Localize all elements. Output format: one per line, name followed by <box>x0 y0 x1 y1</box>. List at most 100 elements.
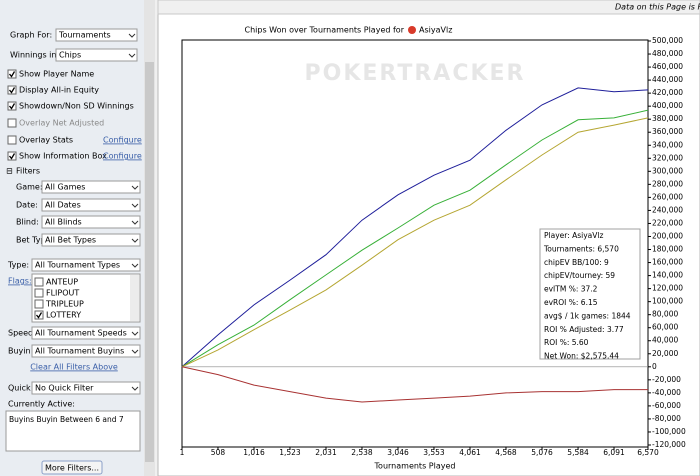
x-tick-label: 4,061 <box>459 448 481 457</box>
y-tick-label: 280,000 <box>652 179 683 188</box>
check-mark <box>8 103 16 110</box>
checkbox-label: LOTTERY <box>46 311 81 320</box>
checkbox-label: Show Information Box <box>19 152 107 161</box>
filter-label: Type: <box>7 261 29 270</box>
x-tick-label: 1,523 <box>279 448 301 457</box>
filter-label: Blind: <box>16 218 39 227</box>
checkbox[interactable] <box>7 151 17 161</box>
x-tick-label: 5,076 <box>531 448 553 457</box>
y-tick-label: -120,000 <box>652 440 686 449</box>
dropdown[interactable] <box>55 28 138 42</box>
dropdown[interactable] <box>31 326 141 340</box>
configure-link[interactable]: Configure <box>103 152 142 161</box>
dropdown[interactable] <box>31 344 141 358</box>
active-text: Buyins Buyin Between 6 and 7 <box>9 415 124 424</box>
dropdown[interactable] <box>31 381 141 395</box>
dropdown-value: All Tournament Buyins <box>35 347 124 356</box>
y-tick-label: 120,000 <box>652 284 683 293</box>
y-tick-label: -80,000 <box>652 414 681 423</box>
y-tick-label: 100,000 <box>652 297 683 306</box>
y-tick-label: 320,000 <box>652 153 683 162</box>
check-mark <box>35 312 43 319</box>
button[interactable] <box>41 460 103 475</box>
collapse-icon: ⊟ <box>6 167 13 176</box>
info-box <box>539 228 641 360</box>
dropdown-arrow <box>131 263 139 268</box>
dropdown-arrow <box>128 33 136 38</box>
player-icon <box>408 26 416 34</box>
checkbox[interactable] <box>7 135 17 145</box>
dropdown[interactable] <box>41 233 141 247</box>
info-line: chipEV BB/100: 9 <box>544 258 609 267</box>
y-tick-label: 180,000 <box>652 245 683 254</box>
dropdown-arrow <box>131 349 139 354</box>
info-line: evITM %: 37.2 <box>544 285 598 294</box>
y-tick-label: 480,000 <box>652 49 683 58</box>
label: Quick: <box>8 384 33 393</box>
y-tick-label: 420,000 <box>652 88 683 97</box>
checkbox[interactable] <box>34 310 44 320</box>
checkbox[interactable] <box>34 299 44 309</box>
series-line <box>181 87 649 368</box>
checkbox[interactable] <box>7 85 17 95</box>
scroll-thumb[interactable] <box>145 62 154 462</box>
x-tick-label: 2,538 <box>351 448 373 457</box>
watermark: POKERTRACKER <box>305 61 526 86</box>
y-tick-label: 440,000 <box>652 75 683 84</box>
y-tick-label: 300,000 <box>652 166 683 175</box>
info-line: ROI % Adjusted: 3.77 <box>544 325 624 334</box>
checkbox[interactable] <box>7 69 17 79</box>
flags-label: Flags: <box>8 277 32 286</box>
y-tick-label: 40,000 <box>652 336 678 345</box>
y-tick-label: 260,000 <box>652 192 683 201</box>
x-tick-label: 1,016 <box>243 448 265 457</box>
dropdown-arrow <box>131 238 139 243</box>
active-box <box>5 410 141 452</box>
x-tick-label: 5,584 <box>567 448 589 457</box>
filter-label: Bet Type: <box>16 236 53 245</box>
x-tick-label: 508 <box>211 448 226 457</box>
configure-link[interactable]: Configure <box>103 136 142 145</box>
y-tick-label: 500,000 <box>652 36 683 45</box>
chart-player: AsiyaVlz <box>419 26 452 35</box>
plot-area <box>181 39 649 448</box>
dropdown[interactable] <box>41 215 141 229</box>
y-tick-label: 340,000 <box>652 140 683 149</box>
x-tick-label: 2,031 <box>315 448 337 457</box>
dropdown-value: All Games <box>45 183 85 192</box>
check-mark <box>8 87 16 94</box>
filter-label: Buyin: <box>8 347 33 356</box>
y-tick-label: 160,000 <box>652 258 683 267</box>
dropdown[interactable] <box>41 198 141 212</box>
y-tick-label: 80,000 <box>652 310 678 319</box>
checkbox[interactable] <box>7 118 17 128</box>
y-tick-label: 400,000 <box>652 101 683 110</box>
dropdown-arrow <box>131 220 139 225</box>
y-tick-label: -20,000 <box>652 375 681 384</box>
dropdown[interactable] <box>31 258 141 272</box>
dropdown-value: All Tournament Speeds <box>35 329 127 338</box>
section-header: Filters <box>16 167 40 176</box>
x-tick-label: 6,091 <box>603 448 625 457</box>
filter-label: Date: <box>16 201 38 210</box>
info-line: Net Won: $2,575.44 <box>544 352 619 361</box>
dropdown[interactable] <box>41 180 141 194</box>
label: Currently Active: <box>8 400 75 409</box>
clear-link[interactable]: Clear All Filters Above <box>30 363 118 372</box>
series-line <box>181 109 649 368</box>
y-tick-label: -40,000 <box>652 388 681 397</box>
list-scrollbar <box>130 275 139 321</box>
checkbox[interactable] <box>7 101 17 111</box>
filter-label: Speed: <box>8 329 36 338</box>
checkbox-label: Showdown/Non SD Winnings <box>19 102 134 111</box>
y-tick-label: 20,000 <box>652 349 678 358</box>
checkbox[interactable] <box>34 277 44 287</box>
check-mark <box>8 71 16 78</box>
series-line <box>181 366 648 403</box>
y-tick-label: 140,000 <box>652 271 683 280</box>
x-tick-label: 3,046 <box>387 448 409 457</box>
info-line: Tournaments: 6,570 <box>543 244 619 253</box>
button-label[interactable]: More Filters... <box>45 464 99 473</box>
checkbox[interactable] <box>34 288 44 298</box>
dropdown[interactable] <box>55 48 138 62</box>
